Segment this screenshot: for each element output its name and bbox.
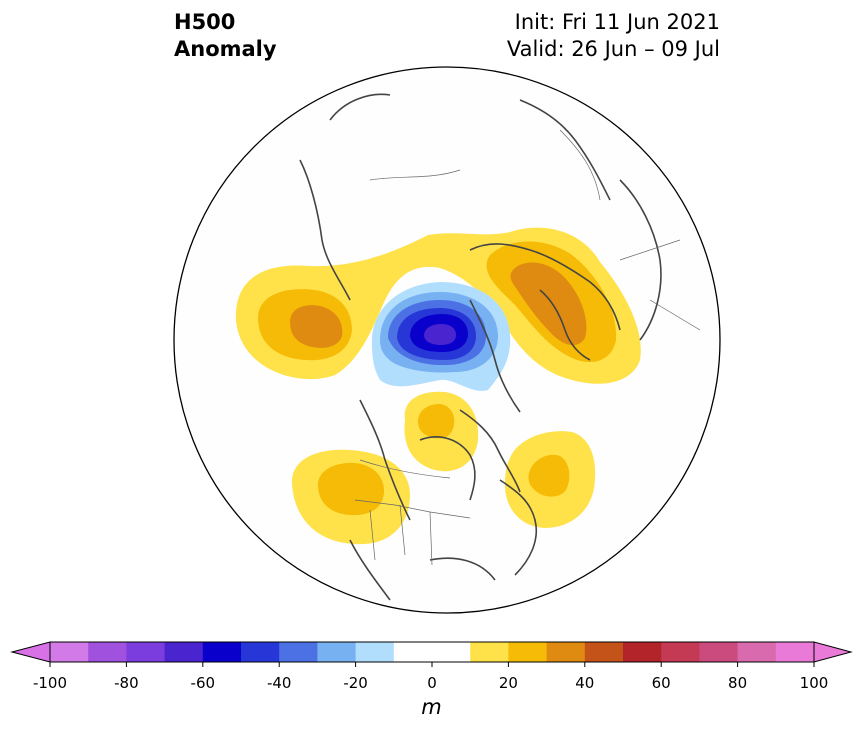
colorbar-unit-label: m [421,695,442,719]
colorbar-tick-label: -40 [267,674,292,692]
colorbar-segment [88,642,127,662]
colorbar-tick-label: 60 [652,674,671,692]
colorbar-tick-label: -20 [343,674,368,692]
polar-map [173,66,721,614]
colorbar-segment [470,642,509,662]
colorbar-tick-label: 40 [575,674,594,692]
colorbar-segment [393,642,471,662]
colorbar-segment [623,642,662,662]
colorbar-segment [699,642,739,662]
colorbar-segment [508,642,548,662]
colorbar-segment [661,642,700,662]
colorbar-segment [584,642,624,662]
colorbar: -100 -80 -60 -40 -20 0 20 40 60 80 100 [10,641,853,692]
valid-range: Valid: 26 Jun – 09 Jul [506,37,720,61]
colorbar-tick-label: 100 [800,674,829,692]
colorbar-segments [10,641,853,663]
colorbar-segment [279,642,318,662]
anomaly-field [235,93,701,601]
colorbar-ticks: -100 -80 -60 -40 -20 0 20 40 60 80 100 [33,662,828,692]
colorbar-segment [546,642,586,662]
title-line-type: Anomaly [174,37,277,61]
anomaly-hudson [404,391,479,472]
colorbar-tick-label: 20 [499,674,518,692]
colorbar-tick-label: 80 [728,674,747,692]
colorbar-segment [775,642,815,662]
map-title: H500 Anomaly [174,9,277,63]
colorbar-segment [317,642,357,662]
colorbar-segment [164,642,204,662]
colorbar-tick-label: -60 [191,674,216,692]
colorbar-segment [737,642,777,662]
colorbar-tick-label: 0 [427,674,437,692]
colorbar-extend-under [10,641,51,663]
date-info: Init: Fri 11 Jun 2021 Valid: 26 Jun – 09… [507,9,720,63]
colorbar-extend-over [813,641,853,663]
init-date: Init: Fri 11 Jun 2021 [514,10,720,34]
colorbar-segment [355,642,395,662]
anomaly-arctic-low [371,282,511,391]
anomaly-western-na [291,449,410,545]
colorbar-segment [50,642,89,662]
colorbar-segment [241,642,280,662]
colorbar-tick-label: -80 [114,674,139,692]
colorbar-segment [126,642,166,662]
globe-outline [173,66,721,614]
colorbar-segment [202,642,242,662]
political-borders [354,129,701,566]
colorbar-tick-label: -100 [33,674,67,692]
title-line-variable: H500 [174,10,236,34]
coastlines [299,93,662,601]
